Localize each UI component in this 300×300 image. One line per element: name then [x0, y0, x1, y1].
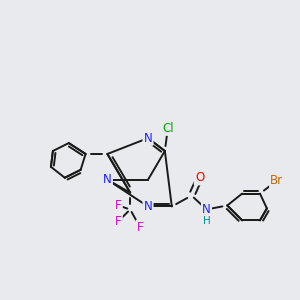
Text: F: F: [115, 215, 122, 228]
Text: Cl: Cl: [162, 122, 174, 135]
Text: N: N: [144, 200, 152, 213]
Text: O: O: [195, 171, 204, 184]
Text: N: N: [103, 173, 112, 186]
Text: F: F: [137, 221, 143, 234]
Text: H: H: [202, 216, 210, 226]
Text: N: N: [202, 203, 211, 216]
Text: Br: Br: [270, 174, 284, 187]
Text: N: N: [144, 132, 152, 145]
Text: F: F: [115, 199, 122, 212]
